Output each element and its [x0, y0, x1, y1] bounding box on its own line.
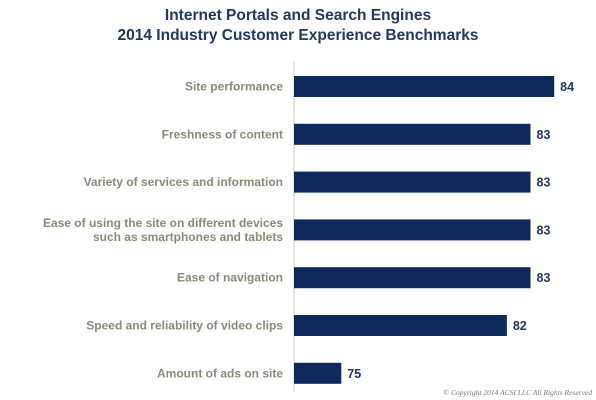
data-label: 82 — [513, 319, 527, 333]
data-label: 83 — [537, 176, 551, 190]
category-label: Variety of services and information — [84, 175, 283, 189]
copyright-notice: © Copyright 2014 ACSI LLC All Rights Res… — [443, 388, 592, 397]
data-label: 75 — [347, 367, 361, 381]
category-label: Speed and reliability of video clips — [86, 319, 283, 333]
data-label: 83 — [537, 128, 551, 142]
bar — [294, 219, 531, 241]
chart-title-block: Internet Portals and Search Engines 2014… — [0, 6, 596, 46]
data-label: 84 — [560, 80, 574, 94]
chart-subtitle: 2014 Industry Customer Experience Benchm… — [117, 27, 479, 44]
category-label: Site performance — [185, 80, 283, 94]
category-label: Amount of ads on site — [157, 366, 283, 380]
category-label: Ease of using the site on different devi… — [43, 216, 283, 244]
category-label: Ease of navigation — [177, 271, 283, 285]
data-label: 83 — [537, 223, 551, 237]
bar — [294, 76, 555, 97]
bar — [294, 171, 531, 193]
bar — [294, 362, 342, 384]
bar — [294, 123, 531, 145]
category-label: Freshness of content — [162, 127, 283, 141]
bar — [294, 315, 507, 336]
bar — [294, 267, 531, 289]
chart-title: Internet Portals and Search Engines — [164, 7, 432, 24]
data-label: 83 — [537, 271, 551, 285]
